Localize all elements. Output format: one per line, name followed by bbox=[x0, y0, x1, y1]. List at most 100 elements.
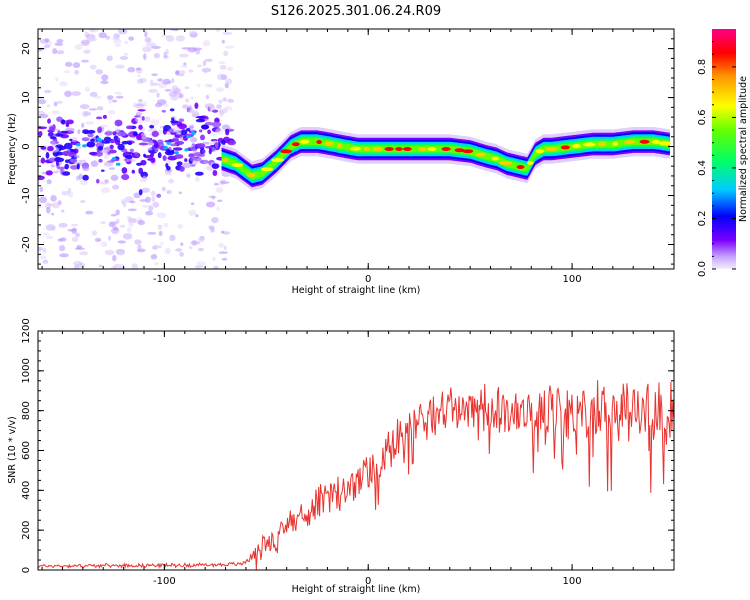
noise-blob bbox=[117, 240, 127, 244]
noise-blob bbox=[126, 216, 132, 220]
noise-blob bbox=[109, 167, 115, 170]
noise-blob bbox=[169, 108, 175, 112]
noise-blob bbox=[146, 42, 156, 47]
noise-blob bbox=[98, 145, 104, 151]
noise-blob bbox=[167, 131, 171, 136]
noise-blob bbox=[137, 98, 143, 103]
noise-blob bbox=[195, 118, 205, 123]
noise-blob bbox=[53, 101, 58, 107]
snr-x-label: Height of straight line (km) bbox=[292, 584, 421, 595]
noise-blob bbox=[111, 37, 121, 41]
noise-blob bbox=[141, 116, 145, 121]
noise-blob bbox=[93, 95, 102, 99]
noise-blob bbox=[181, 162, 192, 169]
noise-blob bbox=[170, 120, 179, 124]
noise-blob bbox=[127, 141, 133, 146]
noise-blob bbox=[163, 222, 169, 228]
noise-blob bbox=[75, 145, 82, 150]
ridge-hot-spot bbox=[231, 162, 244, 167]
noise-blob bbox=[61, 119, 66, 125]
noise-blob bbox=[54, 157, 65, 163]
noise-blob bbox=[87, 133, 94, 138]
noise-blob bbox=[218, 61, 226, 65]
noise-blob bbox=[190, 96, 194, 100]
noise-blob bbox=[175, 140, 185, 145]
noise-blob bbox=[100, 241, 108, 247]
noise-blob bbox=[195, 116, 206, 119]
noise-blob bbox=[94, 237, 102, 242]
noise-blob bbox=[89, 91, 98, 98]
noise-blob bbox=[131, 263, 138, 269]
noise-blob bbox=[53, 128, 60, 132]
noise-blob bbox=[59, 81, 68, 87]
noise-hot-spot bbox=[76, 143, 81, 147]
ridge-hot-spot bbox=[527, 161, 534, 165]
noise-blob bbox=[112, 39, 122, 44]
figure-title: S126.2025.301.06.24.R09 bbox=[271, 4, 441, 19]
colorbar-tick-label: 0.4 bbox=[697, 160, 708, 176]
noise-blob bbox=[68, 191, 74, 199]
colorbar-tick-label: 0.8 bbox=[697, 59, 708, 75]
noise-blob bbox=[150, 254, 158, 260]
noise-blob bbox=[151, 82, 160, 87]
noise-blob bbox=[188, 108, 195, 114]
noise-hot-spot bbox=[163, 146, 168, 150]
noise-blob bbox=[127, 152, 134, 155]
noise-blob bbox=[79, 104, 90, 110]
spectrogram-y-label: Frequency (Hz) bbox=[7, 113, 18, 185]
noise-blob bbox=[100, 169, 105, 172]
noise-blob bbox=[110, 213, 117, 217]
noise-blob bbox=[38, 149, 42, 153]
noise-hot-spot bbox=[116, 162, 121, 166]
ridge-hot-spot bbox=[280, 149, 292, 154]
noise-blob bbox=[179, 53, 189, 58]
noise-blob bbox=[184, 158, 188, 163]
noise-blob bbox=[141, 187, 151, 193]
noise-blob bbox=[211, 217, 219, 224]
noise-blob bbox=[134, 239, 142, 245]
noise-blob bbox=[126, 227, 132, 233]
noise-blob bbox=[190, 124, 194, 127]
noise-hot-spot bbox=[96, 137, 102, 141]
noise-blob bbox=[181, 47, 192, 50]
ridge-hot-spot bbox=[583, 142, 596, 147]
snr-frame bbox=[38, 331, 674, 570]
colorbar-tick-label: 0.2 bbox=[697, 211, 708, 227]
noise-blob bbox=[140, 132, 148, 140]
noise-blob bbox=[50, 195, 57, 202]
noise-blob bbox=[56, 39, 64, 43]
spectrogram-y-tick-label: 10 bbox=[21, 91, 32, 104]
ridge-hot-spot bbox=[363, 147, 370, 151]
noise-blob bbox=[40, 146, 47, 150]
noise-blob bbox=[175, 35, 186, 42]
noise-blob bbox=[219, 64, 227, 70]
noise-blob bbox=[109, 221, 119, 225]
noise-blob bbox=[39, 186, 44, 193]
noise-blob bbox=[42, 247, 47, 254]
ridge-hot-spot bbox=[403, 147, 412, 151]
noise-blob bbox=[124, 40, 129, 44]
noise-blob bbox=[129, 148, 134, 153]
noise-blob bbox=[65, 122, 70, 128]
spectrogram-ridge bbox=[221, 127, 672, 191]
noise-blob bbox=[186, 128, 191, 132]
noise-blob bbox=[58, 222, 68, 228]
noise-blob bbox=[118, 29, 128, 35]
noise-blob bbox=[168, 128, 174, 133]
noise-blob bbox=[89, 64, 97, 70]
noise-blob bbox=[39, 255, 47, 260]
spectrogram-y-tick-label: -10 bbox=[21, 187, 32, 203]
noise-blob bbox=[51, 140, 56, 147]
noise-blob bbox=[216, 206, 220, 211]
noise-blob bbox=[204, 83, 211, 88]
noise-blob bbox=[183, 62, 187, 66]
noise-blob bbox=[82, 174, 89, 181]
noise-blob bbox=[46, 206, 51, 214]
noise-blob bbox=[199, 129, 203, 133]
noise-blob bbox=[190, 137, 198, 143]
noise-blob bbox=[150, 157, 156, 164]
noise-blob bbox=[96, 116, 103, 120]
noise-blob bbox=[166, 159, 171, 164]
noise-blob bbox=[129, 200, 136, 204]
